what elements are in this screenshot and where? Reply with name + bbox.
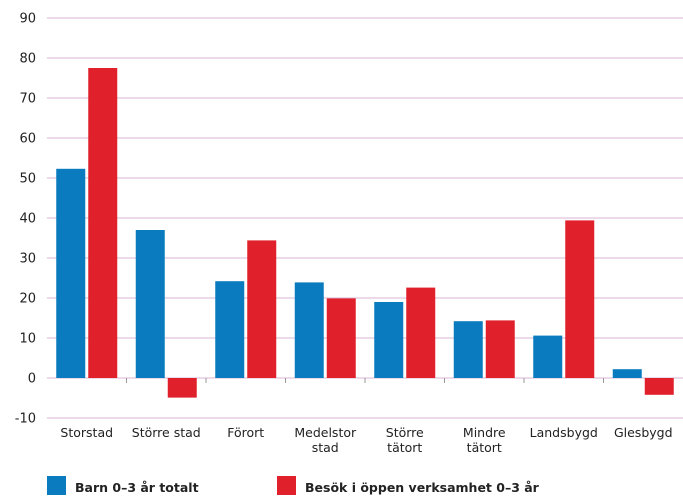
bar-besok-4: [406, 287, 436, 378]
category-label: Större stad: [132, 425, 201, 440]
y-axis: -10 0 10 20 30 40 50 60 70 80 90: [15, 12, 36, 427]
bar-besok-2: [247, 240, 277, 378]
x-axis: Storstad Större stad Förort Medelstor stad St…: [60, 378, 673, 455]
bars: [56, 68, 674, 398]
bar-besok-5: [485, 320, 515, 378]
y-tick-label: 20: [19, 292, 36, 307]
y-tick-label: 10: [19, 332, 36, 347]
bar-besok-1: [167, 378, 197, 398]
bar-barn-3: [294, 282, 324, 378]
bar-besok-7: [644, 378, 674, 395]
category-label: Landsbygd: [530, 425, 598, 440]
bar-besok-3: [326, 298, 356, 378]
y-tick-label: 50: [19, 172, 36, 187]
y-tick-label: 70: [19, 92, 36, 107]
y-tick-label: 0: [28, 372, 36, 387]
bar-barn-2: [215, 281, 245, 378]
legend-label: Barn 0–3 år totalt: [75, 480, 199, 495]
bar-barn-0: [56, 168, 86, 378]
bar-besok-6: [565, 220, 595, 378]
y-tick-label: 80: [19, 52, 36, 67]
y-tick-label: -10: [15, 412, 36, 427]
category-label: Glesbygd: [614, 425, 673, 440]
category-label: Förort: [227, 425, 264, 440]
category-label: Storstad: [60, 425, 113, 440]
legend-swatch: [277, 476, 296, 495]
category-label: Mindre tätort: [463, 425, 506, 455]
category-label: Större tätort: [386, 425, 424, 455]
y-tick-label: 60: [19, 132, 36, 147]
legend-swatch: [47, 476, 66, 495]
bar-barn-7: [612, 369, 642, 378]
y-tick-label: 40: [19, 212, 36, 227]
bar-barn-6: [533, 335, 563, 378]
category-label: Medelstor stad: [294, 425, 357, 455]
legend-label: Besök i öppen verksamhet 0–3 år: [305, 480, 540, 495]
bar-besok-0: [88, 68, 118, 378]
y-tick-label: 30: [19, 252, 36, 267]
y-tick-label: 90: [19, 12, 36, 27]
bar-barn-5: [453, 321, 483, 378]
bar-barn-1: [135, 230, 165, 378]
bar-barn-4: [374, 302, 404, 378]
legend: Barn 0–3 år totalt Besök i öppen verksamh…: [47, 476, 540, 495]
